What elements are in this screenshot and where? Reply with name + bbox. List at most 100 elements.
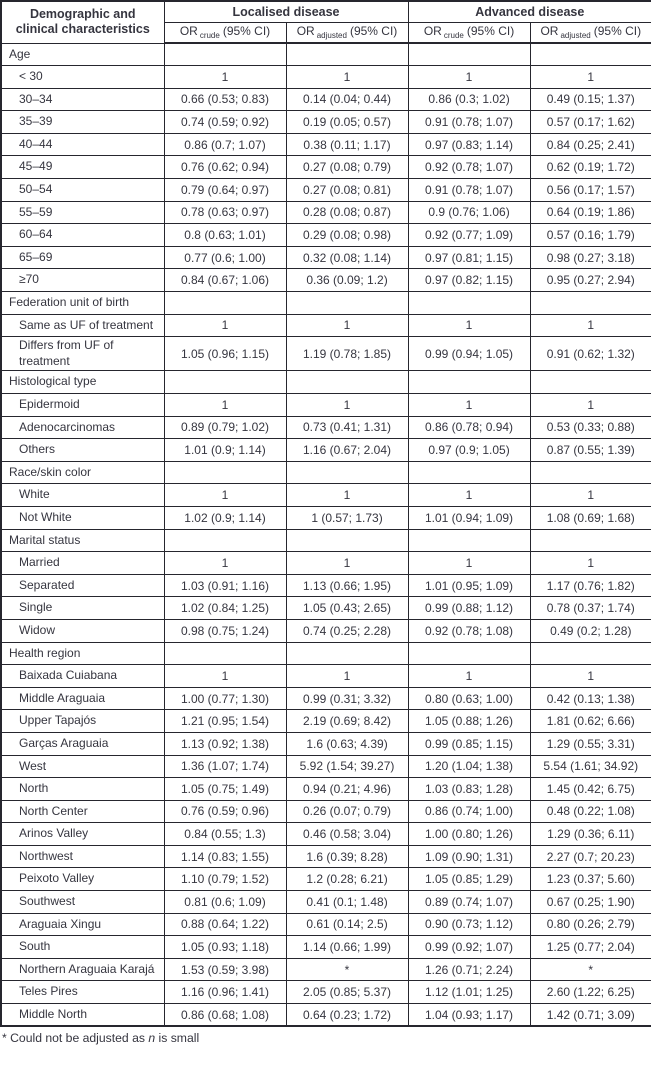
or-value-cell: 1.6 (0.39; 8.28) [285, 844, 409, 869]
or-value-cell: 0.32 (0.08; 1.14) [285, 245, 409, 270]
or-value-cell [285, 641, 409, 666]
row-label: Southwest [0, 890, 165, 914]
or-subscript: crude [443, 31, 464, 41]
row-label: Differs from UF of treatment [0, 336, 165, 372]
or-value-cell: 0.97 (0.83; 1.14) [407, 132, 531, 157]
or-value-cell: 0.98 (0.75; 1.24) [163, 618, 287, 643]
or-value-cell: 1.09 (0.90; 1.31) [407, 844, 531, 869]
or-value-cell: 0.95 (0.27; 2.94) [529, 268, 651, 293]
or-value-cell: 0.99 (0.92; 1.07) [407, 935, 531, 959]
or-value-cell: 0.62 (0.19; 1.72) [529, 155, 651, 180]
or-value-cell: 1 [529, 664, 651, 688]
or-value-cell: 1 [163, 551, 287, 575]
or-value-cell: 0.99 (0.94; 1.05) [407, 336, 531, 372]
or-value-cell: 5.54 (1.61; 34.92) [529, 754, 651, 779]
or-value-cell: 1.36 (1.07; 1.74) [163, 754, 287, 779]
or-value-cell: 0.98 (0.27; 3.18) [529, 245, 651, 270]
or-value-cell: 1.16 (0.96; 1.41) [163, 980, 287, 1005]
or-value-cell: 1.02 (0.84; 1.25) [163, 596, 287, 620]
row-label: Others [0, 438, 165, 462]
or-value-cell: 0.64 (0.23; 1.72) [285, 1003, 409, 1027]
or-value-cell: 1.01 (0.94; 1.09) [407, 505, 531, 530]
group-header-advanced-disease: Advanced disease [407, 0, 651, 23]
row-label: Single [0, 596, 165, 620]
or-prefix: OR [423, 24, 442, 39]
or-value-cell: 0.92 (0.78; 1.07) [407, 155, 531, 180]
footnote-italic-n: n [148, 1031, 156, 1046]
or-value-cell: 1.00 (0.80; 1.26) [407, 822, 531, 846]
or-value-cell: 0.87 (0.55; 1.39) [529, 438, 651, 462]
or-value-cell: 0.28 (0.08; 0.87) [285, 200, 409, 225]
or-value-cell: 1.05 (0.88; 1.26) [407, 709, 531, 733]
or-value-cell: 0.92 (0.77; 1.09) [407, 223, 531, 247]
or-value-cell [529, 42, 651, 67]
or-value-cell [285, 370, 409, 394]
or-value-cell: 0.88 (0.64; 1.22) [163, 912, 287, 937]
or-value-cell: 0.53 (0.33; 0.88) [529, 415, 651, 440]
or-value-cell: 0.99 (0.85; 1.15) [407, 731, 531, 756]
or-value-cell: 1 [285, 483, 409, 507]
or-value-cell: 1.05 (0.43; 2.65) [285, 596, 409, 620]
table-row: Separated 1.03 (0.91; 1.16) 1.13 (0.66; 1.… [0, 573, 651, 598]
or-value-cell: 1 [163, 664, 287, 688]
or-value-cell: 0.76 (0.62; 0.94) [163, 155, 287, 180]
or-value-cell [163, 641, 287, 666]
or-value-cell: 1.13 (0.92; 1.38) [163, 731, 287, 756]
or-value-cell: 1 [529, 313, 651, 338]
table-row: Teles Pires 1.16 (0.96; 1.41) 2.05 (0.85; … [0, 980, 651, 1005]
or-value-cell: 1.05 (0.85; 1.29) [407, 867, 531, 892]
row-label: Same as UF of treatment [0, 313, 165, 338]
or-value-cell: 0.8 (0.63; 1.01) [163, 223, 287, 247]
col-header-or-adjusted-advanced: OR adjusted (95% CI) [529, 21, 651, 44]
table-row: Not White 1.02 (0.9; 1.14) 1 (0.57; 1.73) 1… [0, 505, 651, 530]
or-value-cell [163, 370, 287, 394]
section-row: Federation unit of birth [0, 291, 651, 315]
or-value-cell: 2.05 (0.85; 5.37) [285, 980, 409, 1005]
or-value-cell: 1.10 (0.79; 1.52) [163, 867, 287, 892]
row-label: North Center [0, 799, 165, 824]
or-value-cell: 0.49 (0.2; 1.28) [529, 618, 651, 643]
or-value-cell: 1 [407, 65, 531, 89]
table-row: < 30 1 1 1 1 [0, 65, 651, 89]
or-value-cell: 1.03 (0.83; 1.28) [407, 777, 531, 801]
row-label: 65–69 [0, 245, 165, 270]
or-value-cell [529, 370, 651, 394]
table-row: Upper Tapajós 1.21 (0.95; 1.54) 2.19 (0.69… [0, 709, 651, 733]
or-value-cell: 1.6 (0.63; 4.39) [285, 731, 409, 756]
table-row: Northwest 1.14 (0.83; 1.55) 1.6 (0.39; 8.2… [0, 844, 651, 869]
or-value-cell: 0.86 (0.74; 1.00) [407, 799, 531, 824]
or-value-cell: 1 [285, 313, 409, 338]
or-value-cell: 0.86 (0.68; 1.08) [163, 1003, 287, 1027]
or-value-cell [163, 528, 287, 553]
row-label: Upper Tapajós [0, 709, 165, 733]
or-value-cell: 0.38 (0.11; 1.17) [285, 132, 409, 157]
or-value-cell: 0.79 (0.64; 0.97) [163, 178, 287, 202]
or-value-cell: 0.29 (0.08; 0.98) [285, 223, 409, 247]
or-value-cell: 0.78 (0.37; 1.74) [529, 596, 651, 620]
or-value-cell: 0.41 (0.1; 1.48) [285, 890, 409, 914]
or-value-cell: 0.97 (0.81; 1.15) [407, 245, 531, 270]
table-row: White 1 1 1 1 [0, 483, 651, 507]
or-value-cell: 0.64 (0.19; 1.86) [529, 200, 651, 225]
section-label: Marital status [0, 528, 165, 553]
group-header-localised-disease: Localised disease [163, 0, 409, 23]
or-value-cell: 1.04 (0.93; 1.17) [407, 1003, 531, 1027]
or-value-cell [407, 460, 531, 485]
or-value-cell: 0.74 (0.25; 2.28) [285, 618, 409, 643]
or-value-cell: 1.23 (0.37; 5.60) [529, 867, 651, 892]
table-row: 30–34 0.66 (0.53; 0.83) 0.14 (0.04; 0.44) 0… [0, 87, 651, 112]
or-value-cell: 1.16 (0.67; 2.04) [285, 438, 409, 462]
row-label: Widow [0, 618, 165, 643]
or-value-cell: 1 [285, 393, 409, 417]
or-value-cell: 1.45 (0.42; 6.75) [529, 777, 651, 801]
or-value-cell: 0.80 (0.63; 1.00) [407, 686, 531, 711]
table-row: North Center 0.76 (0.59; 0.96) 0.26 (0.07;… [0, 799, 651, 824]
or-value-cell: 0.94 (0.21; 4.96) [285, 777, 409, 801]
or-value-cell: 0.36 (0.09; 1.2) [285, 268, 409, 293]
or-value-cell: 0.57 (0.16; 1.79) [529, 223, 651, 247]
table-row: Others 1.01 (0.9; 1.14) 1.16 (0.67; 2.04) 0… [0, 438, 651, 462]
or-value-cell: 0.27 (0.08; 0.79) [285, 155, 409, 180]
or-value-cell [529, 291, 651, 315]
table-row: Peixoto Valley 1.10 (0.79; 1.52) 1.2 (0.28… [0, 867, 651, 892]
or-value-cell [285, 528, 409, 553]
